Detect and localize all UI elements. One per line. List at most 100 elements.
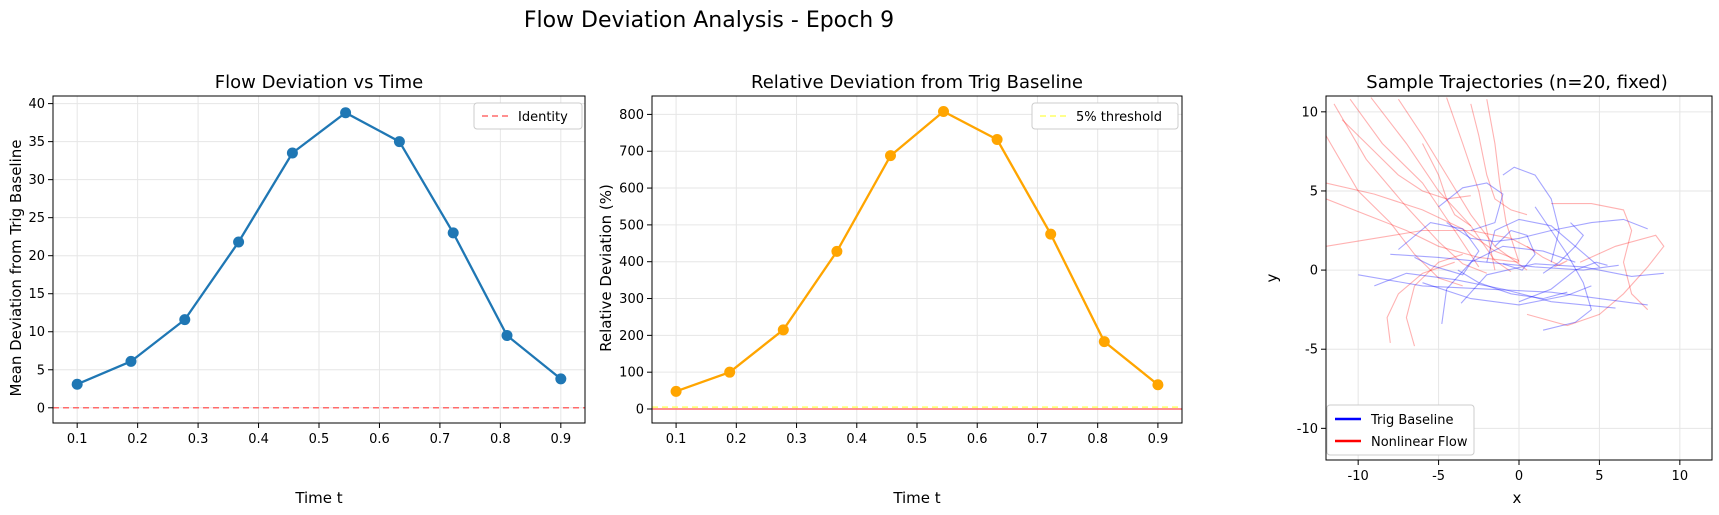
nonlinear-flow-trajectory xyxy=(1349,98,1480,268)
y-tick-label: 200 xyxy=(619,329,644,344)
panel-flow-deviation: 0.1 0.2 0.3 0.4 0.5 0.6 0.7 0.8 0.9 0 5 10 15 20 25 30 3… xyxy=(7,72,586,507)
y-tick-label: 0 xyxy=(1310,264,1318,279)
x-axis-label: x xyxy=(1513,489,1522,507)
y-tick-label: 0 xyxy=(636,403,644,418)
x-tick-label: 0.8 xyxy=(490,432,511,447)
panel-title: Sample Trajectories (n=20, fixed) xyxy=(1366,72,1667,93)
x-tick-label: 0.2 xyxy=(726,432,747,447)
trig-baseline-trajectory xyxy=(1390,253,1619,271)
series-line xyxy=(76,111,562,386)
x-tick-label: 0.7 xyxy=(430,432,451,447)
y-tick-label: 20 xyxy=(28,249,45,264)
y-axis-label: y xyxy=(1263,273,1281,282)
x-tick-label: 0.6 xyxy=(967,432,988,447)
data-point xyxy=(1152,379,1164,391)
y-tick-label: -5 xyxy=(1305,343,1318,358)
grid xyxy=(53,96,585,423)
series-line xyxy=(675,110,1159,393)
x-tick-label: 0.2 xyxy=(127,432,148,447)
nonlinear-flow-trajectory xyxy=(1526,234,1665,327)
legend-label-identity: Identity xyxy=(518,110,568,125)
x-tick-label: 10 xyxy=(1672,469,1689,484)
nonlinear-flow-trajectory xyxy=(1326,135,1463,287)
x-tick-label: 0.4 xyxy=(248,432,269,447)
nonlinear-flow-trajectory xyxy=(1446,97,1496,271)
ticks: 0.1 0.2 0.3 0.4 0.5 0.6 0.7 0.8 0.9 0 100 200 300 400… xyxy=(619,108,1168,447)
nonlinear-flow-trajectory xyxy=(1341,119,1471,200)
y-tick-label: 600 xyxy=(619,182,644,197)
y-tick-label: 300 xyxy=(619,292,644,307)
data-point xyxy=(885,150,896,162)
data-point xyxy=(555,373,567,385)
nonlinear-flow-trajectory xyxy=(1551,203,1649,311)
data-point xyxy=(125,355,137,367)
nonlinear-flow-trajectory xyxy=(1405,253,1463,347)
data-point xyxy=(501,330,513,342)
legend: Trig Baseline Nonlinear Flow xyxy=(1326,404,1475,456)
trig-baseline-trajectory xyxy=(1542,222,1585,274)
y-tick-label: 800 xyxy=(619,108,644,123)
x-axis-label: Time t xyxy=(294,489,342,507)
x-tick-label: 0.3 xyxy=(786,432,807,447)
data-point xyxy=(340,107,352,119)
y-tick-label: 0 xyxy=(37,401,45,416)
trig-baseline-trajectory xyxy=(1494,229,1536,271)
y-tick-label: 5 xyxy=(1310,184,1318,199)
x-tick-label: 0.5 xyxy=(309,432,330,447)
data-point xyxy=(393,136,405,148)
trig-baseline-trajectory xyxy=(1438,182,1504,232)
data-point xyxy=(286,147,298,159)
y-tick-label: 10 xyxy=(28,325,45,340)
nonlinear-flow-trajectory xyxy=(1397,98,1528,271)
figure-suptitle: Flow Deviation Analysis - Epoch 9 xyxy=(524,8,894,33)
y-tick-label: 400 xyxy=(619,255,644,270)
nonlinear-flow-trajectory xyxy=(1470,103,1528,216)
legend-label-nonlinear-flow: Nonlinear Flow xyxy=(1371,435,1468,450)
x-tick-label: 0.1 xyxy=(67,432,88,447)
trig-baseline-trajectory xyxy=(1460,263,1664,304)
trig-baseline-trajectory xyxy=(1398,222,1480,276)
plot-area xyxy=(1326,97,1665,347)
data-point xyxy=(991,133,1003,145)
legend: 5% threshold xyxy=(1031,102,1179,130)
legend-label-threshold: 5% threshold xyxy=(1076,110,1162,125)
data-point xyxy=(777,324,789,336)
x-tick-label: 0.8 xyxy=(1087,432,1108,447)
grid xyxy=(1326,96,1712,460)
grid xyxy=(652,96,1182,423)
plot-area xyxy=(53,107,585,409)
legend-box xyxy=(473,102,583,130)
trig-baseline-trajectory xyxy=(1446,218,1648,243)
data-point xyxy=(179,314,191,326)
data-point xyxy=(1045,228,1057,240)
x-tick-label: 0.4 xyxy=(846,432,867,447)
x-tick-label: 0.7 xyxy=(1027,432,1048,447)
y-tick-label: 35 xyxy=(28,135,45,150)
trig-baseline-trajectory xyxy=(1502,166,1560,263)
data-point xyxy=(831,245,843,257)
trig-baseline-trajectory xyxy=(1486,218,1600,268)
y-tick-label: 100 xyxy=(619,366,644,381)
x-tick-label: -10 xyxy=(1348,469,1369,484)
trig-baseline-trajectory xyxy=(1441,245,1576,324)
data-point xyxy=(1098,336,1110,348)
legend: Identity xyxy=(473,102,583,130)
y-tick-label: -10 xyxy=(1297,422,1318,437)
nonlinear-flow-trajectory xyxy=(1326,229,1536,252)
x-tick-label: -5 xyxy=(1432,469,1445,484)
data-point xyxy=(724,366,736,378)
panel-sample-trajectories: -10 -5 0 5 10 -10 -5 0 5 10 Sample Trajectories (… xyxy=(1263,72,1713,507)
y-tick-label: 700 xyxy=(619,145,644,160)
trig-baseline-trajectory xyxy=(1518,261,1608,303)
trig-baseline-trajectory xyxy=(1374,272,1616,309)
x-tick-label: 0.6 xyxy=(369,432,390,447)
panel-title: Relative Deviation from Trig Baseline xyxy=(751,72,1083,93)
ticks: 0.1 0.2 0.3 0.4 0.5 0.6 0.7 0.8 0.9 0 5 10 15 20 25 30 3… xyxy=(28,97,571,447)
nonlinear-flow-trajectory xyxy=(1370,97,1512,273)
data-point xyxy=(938,105,949,117)
trig-baseline-trajectory xyxy=(1422,282,1592,306)
y-tick-label: 15 xyxy=(28,287,45,302)
trig-baseline-trajectory xyxy=(1534,206,1593,331)
y-tick-label: 40 xyxy=(28,97,45,112)
